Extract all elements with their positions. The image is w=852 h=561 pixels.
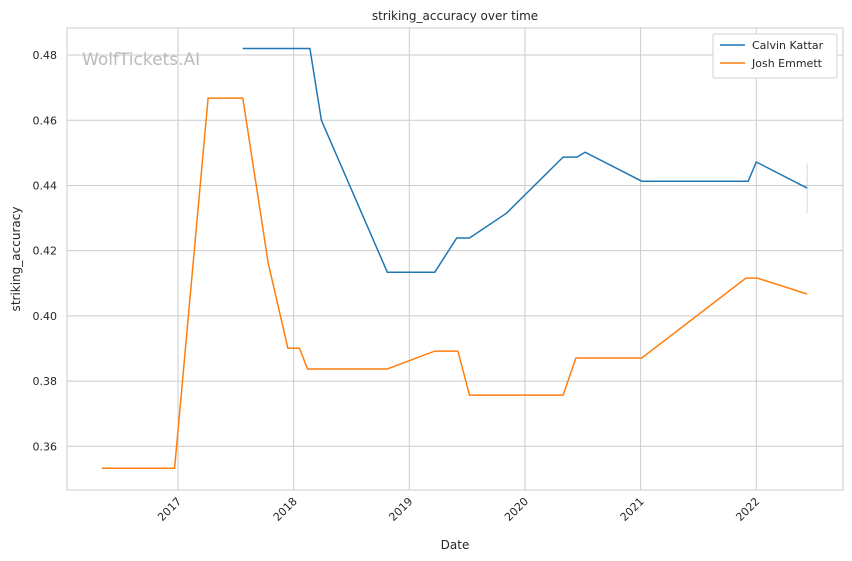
chart-title: striking_accuracy over time: [372, 9, 538, 23]
y-tick-label: 0.40: [33, 310, 58, 323]
legend-label-calvin: Calvin Kattar: [752, 39, 824, 52]
legend: Calvin Kattar Josh Emmett: [712, 33, 838, 79]
x-axis-label: Date: [441, 538, 470, 552]
series-group: [101, 47, 808, 469]
watermark: WolfTickets.AI: [82, 50, 200, 70]
y-tick-label: 0.36: [33, 440, 58, 453]
x-tick-label: 2017: [155, 495, 184, 524]
x-tick-label: 2018: [271, 495, 300, 524]
grid: [67, 28, 843, 490]
y-tick-label: 0.46: [33, 114, 58, 127]
y-tick-label: 0.38: [33, 375, 58, 388]
y-tick-label: 0.42: [33, 245, 58, 258]
x-tick-label: 2022: [733, 495, 762, 524]
y-tick-label: 0.44: [33, 179, 58, 192]
plot-frame: [66, 27, 844, 491]
x-tick-label: 2019: [386, 495, 415, 524]
y-tick-label: 0.48: [33, 49, 58, 62]
line-josh-emmett: [101, 97, 808, 469]
x-tick-label: 2020: [502, 495, 531, 524]
x-tick-label: 2021: [618, 495, 647, 524]
legend-label-josh: Josh Emmett: [751, 57, 823, 70]
y-axis-label: striking_accuracy: [9, 207, 23, 312]
